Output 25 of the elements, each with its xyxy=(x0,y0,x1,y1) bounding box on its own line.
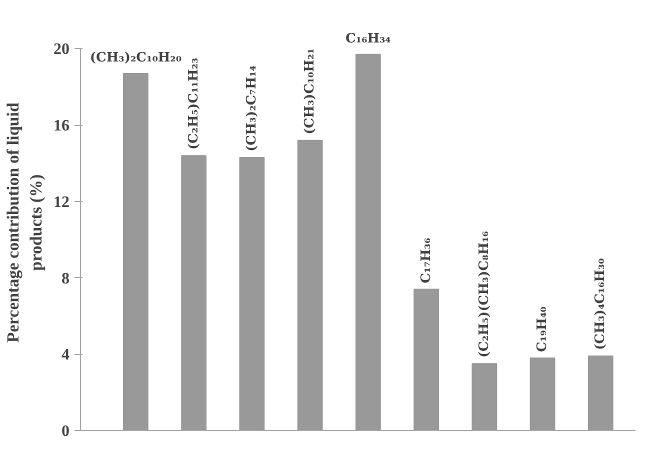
bar xyxy=(181,155,207,430)
x-tick-label: C₁₇H₃₆ xyxy=(418,238,434,284)
x-tick-label: (CH₃)₄C₁₆H₃₀ xyxy=(593,258,608,350)
bar xyxy=(123,73,148,430)
x-tick-label: (CH₃)C₁₀H₂₁ xyxy=(302,48,318,134)
x-tick-label: (CH₃)₂C₇H₁₄ xyxy=(244,65,260,152)
y-tick-label: 16 xyxy=(54,118,70,135)
bar xyxy=(472,363,498,430)
bar xyxy=(297,140,323,430)
bar xyxy=(530,357,556,430)
x-tick-label: C₁₉H₄₀ xyxy=(535,306,550,352)
y-tick-label: 8 xyxy=(62,270,70,288)
y-tick-label: 20 xyxy=(54,41,70,58)
bar xyxy=(355,54,381,430)
y-tick-label: 4 xyxy=(62,346,70,364)
x-tick-label: (CH₃)₂C₁₀H₂₀ xyxy=(90,50,182,66)
x-tick-label: (C₂H₅)C₁₁H₂₃ xyxy=(186,58,202,150)
bar xyxy=(414,288,439,430)
bar xyxy=(588,356,614,430)
x-tick-label: C₁₆H₃₄ xyxy=(345,31,392,46)
bar xyxy=(239,157,265,430)
y-axis-title: Percentage contribution of liquid products (%) xyxy=(4,102,46,343)
y-tick-label: 12 xyxy=(54,194,70,211)
y-tick-label: 0 xyxy=(62,423,70,440)
x-tick-label: (C₂H₅)(CH₃)C₈H₁₆ xyxy=(476,230,492,358)
